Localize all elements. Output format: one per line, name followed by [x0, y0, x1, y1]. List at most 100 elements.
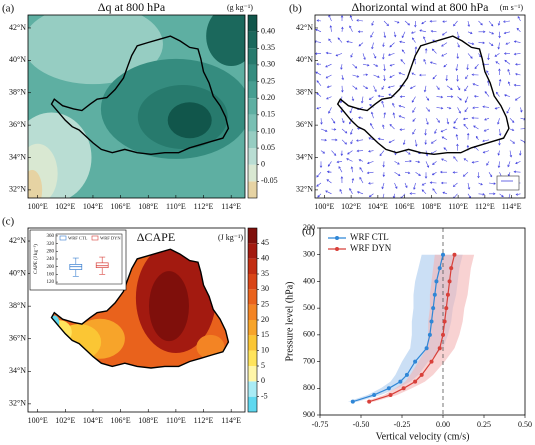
- wind-vector: [388, 139, 395, 144]
- colorbar-segment: [248, 64, 257, 82]
- legend-swatch: [91, 235, 99, 241]
- series-marker: [441, 332, 445, 337]
- wind-vector: [503, 31, 511, 35]
- y-tick-label: 42°N: [296, 23, 313, 32]
- wind-vector: [360, 96, 364, 104]
- x-tick-label: 0.50: [518, 420, 532, 429]
- wind-vector: [356, 191, 364, 195]
- wind-vector: [359, 167, 364, 173]
- wind-vector: [495, 91, 500, 97]
- wind-vector: [441, 31, 448, 36]
- wind-vector: [478, 20, 483, 26]
- wind-vector: [443, 63, 448, 68]
- wind-vector: [368, 149, 374, 153]
- colorbar-segment: [248, 148, 257, 165]
- colorbar-tick-label: 45: [261, 238, 269, 247]
- wind-vector: [507, 68, 511, 76]
- inset-y-tick-label: 120: [47, 280, 55, 285]
- map-field: [51, 320, 72, 345]
- wind-vector: [414, 20, 417, 28]
- series-marker: [404, 372, 409, 377]
- wind-vector: [507, 161, 511, 168]
- wind-vector: [457, 85, 461, 91]
- wind-vector: [373, 85, 377, 93]
- wind-vector: [482, 105, 490, 109]
- wind-vector: [409, 192, 416, 195]
- wind-vector: [498, 68, 501, 76]
- wind-vector: [487, 53, 490, 61]
- series-marker: [398, 379, 403, 384]
- wind-vector: [328, 107, 332, 114]
- wind-vector: [486, 70, 490, 76]
- wind-vector: [413, 182, 416, 190]
- wind-vector: [389, 63, 395, 67]
- wind-vector: [352, 85, 358, 90]
- wind-vector: [373, 63, 379, 67]
- legend-label: WRF DYN: [100, 236, 121, 241]
- x-tick-label: 104°E: [83, 416, 103, 425]
- wind-vector: [464, 85, 469, 92]
- wind-vector: [368, 96, 374, 100]
- inset-y-label: CAPE (J kg⁻¹): [33, 244, 39, 274]
- wind-vector: [401, 49, 406, 54]
- wind-vector: [340, 15, 344, 22]
- wind-vector: [381, 182, 385, 190]
- x-tick-label: 106°E: [111, 416, 131, 425]
- wind-vector: [425, 96, 430, 101]
- wind-vector: [347, 150, 353, 155]
- x-tick-label: 108°E: [138, 202, 158, 211]
- wind-vector: [325, 74, 332, 79]
- wind-vector: [316, 182, 322, 187]
- wind-vector: [488, 31, 495, 35]
- wind-vector: [346, 158, 353, 162]
- wind-vector: [383, 112, 387, 119]
- wind-vector: [452, 171, 458, 174]
- wind-vector: [467, 31, 473, 35]
- wind-vector: [515, 161, 521, 165]
- x-tick-label: -0.75: [312, 420, 329, 429]
- x-tick-label: 0.00: [436, 420, 450, 429]
- map-field: [28, 15, 163, 85]
- wind-vector: [456, 74, 459, 82]
- wind-vector: [478, 182, 483, 186]
- wind-vector: [362, 73, 369, 77]
- x-axis-label: Vertical velocity (cm/s): [376, 431, 470, 442]
- wind-vector: [315, 40, 322, 43]
- region-outline: [50, 248, 230, 369]
- wind-vector: [404, 159, 412, 163]
- wind-vector: [439, 170, 448, 174]
- wind-vector: [425, 107, 430, 112]
- wind-vector: [513, 52, 521, 56]
- wind-vector: [320, 118, 323, 125]
- colorbar-tick-label: 0: [261, 160, 265, 169]
- y-tick-label: 38°N: [9, 88, 26, 97]
- x-tick-label: 114°E: [221, 202, 241, 211]
- wind-vector: [520, 139, 525, 144]
- wind-vector: [457, 96, 462, 101]
- wind-vector: [373, 53, 377, 59]
- series-marker: [388, 392, 393, 397]
- wind-vector: [362, 85, 369, 89]
- wind-vector: [425, 161, 430, 168]
- map-field: [206, 15, 245, 67]
- series-marker: [427, 332, 432, 337]
- wind-vector: [352, 74, 360, 78]
- wind-vector: [341, 118, 345, 124]
- wind-vector: [436, 106, 444, 110]
- wind-vector: [475, 135, 479, 140]
- wind-vector: [509, 139, 515, 144]
- panel-label: (b): [289, 3, 302, 15]
- wind-vector: [504, 94, 511, 97]
- wind-vector: [471, 116, 479, 120]
- wind-vector: [399, 128, 406, 131]
- wind-vector: [336, 160, 343, 164]
- wind-vector: [349, 25, 353, 32]
- inset-frame: [29, 229, 127, 291]
- wind-vector: [497, 161, 501, 169]
- wind-vector: [432, 161, 437, 165]
- wind-vector: [349, 15, 353, 22]
- y-axis-label: Pressure level (hPa): [284, 282, 295, 362]
- wind-vector: [494, 53, 500, 57]
- wind-vector: [398, 104, 406, 108]
- y-tick-label: 800: [303, 383, 315, 392]
